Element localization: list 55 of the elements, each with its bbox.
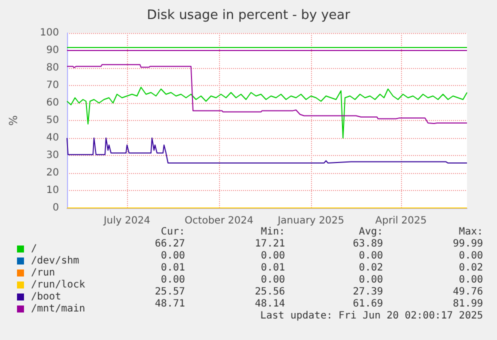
text: 0.00 xyxy=(160,274,186,286)
y-tick-label: 10 xyxy=(46,185,59,196)
text: Avg: xyxy=(358,226,384,238)
legend-label: /boot xyxy=(31,292,62,302)
text: 61.69 xyxy=(352,298,384,310)
y-tick-label: 60 xyxy=(46,98,59,108)
y-tick-label: 50 xyxy=(46,115,59,126)
x-tick-label: October 2024 xyxy=(184,216,254,226)
text: 0.00 xyxy=(160,250,186,262)
y-tick-label: 70 xyxy=(46,80,59,91)
x-tick-label: July 2024 xyxy=(102,216,150,226)
text: 49.76 xyxy=(452,286,484,298)
text: 0.00 xyxy=(458,250,484,262)
legend-label: / xyxy=(31,244,38,254)
y-tick-label: 100 xyxy=(40,28,59,38)
y-tick-label: 30 xyxy=(46,150,59,161)
text: 0.00 xyxy=(260,274,286,286)
y-tick-label: 0 xyxy=(52,202,59,214)
text: 0.00 xyxy=(358,274,384,286)
text: Cur: xyxy=(160,226,186,238)
x-tick-label: April 2025 xyxy=(375,216,427,226)
text: 0.02 xyxy=(358,262,384,274)
text: 0.00 xyxy=(358,250,384,262)
x-tick-label: January 2025 xyxy=(276,216,344,226)
legend-label: /mnt/main xyxy=(31,304,86,314)
text: 27.39 xyxy=(352,286,384,298)
text: 48.14 xyxy=(254,298,286,310)
text: 99.99 xyxy=(452,238,484,250)
y-tick-label: 90 xyxy=(46,45,59,56)
legend-label: /run xyxy=(31,268,56,278)
y-tick-label: 80 xyxy=(46,62,59,74)
text: Last update: Fri Jun 20 02:00:17 2025 xyxy=(260,310,484,322)
text: 0.00 xyxy=(458,274,484,286)
line-series xyxy=(66,64,468,124)
y-tick-label: 40 xyxy=(46,132,59,144)
text: 48.71 xyxy=(154,298,186,310)
legend-label: /run/lock xyxy=(31,280,86,290)
line-series xyxy=(66,138,468,164)
text: Max: xyxy=(458,226,484,238)
text: 63.89 xyxy=(352,238,384,250)
text: 0.01 xyxy=(160,262,186,274)
text: 25.56 xyxy=(254,286,286,298)
text: 25.57 xyxy=(154,286,186,298)
y-tick-label: 20 xyxy=(46,168,59,178)
text: 0.00 xyxy=(260,250,286,262)
line-series xyxy=(66,86,468,138)
text: 66.27 xyxy=(154,238,186,250)
legend-label: /dev/shm xyxy=(31,256,80,266)
text: 0.01 xyxy=(260,262,286,274)
y-axis-title: % xyxy=(7,115,20,126)
text: 81.99 xyxy=(452,298,484,310)
chart-title: Disk usage in percent - by year xyxy=(146,8,351,23)
text: 17.21 xyxy=(254,238,286,250)
text: 0.02 xyxy=(458,262,484,274)
text: Min: xyxy=(260,226,286,238)
